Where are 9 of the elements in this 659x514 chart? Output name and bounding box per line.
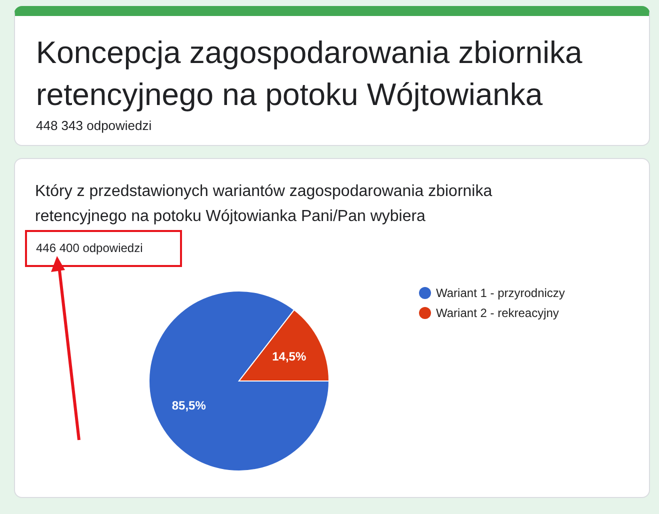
chart-title: Koncepcja zagospodarowania zbiornika retencyjnego na potoku Wójtowianka bbox=[36, 34, 584, 114]
data-label: 14,5% bbox=[272, 349, 306, 364]
legend-label: Wariant 2 - rekreacyjny bbox=[436, 306, 559, 320]
pie-slice bbox=[148, 290, 330, 472]
text: 446 400 odpowiedzi bbox=[36, 241, 143, 255]
data-label: 85,5% bbox=[172, 398, 206, 413]
text: 448 343 odpowiedzi bbox=[36, 118, 152, 133]
chart-subtitle: Który z przedstawionych wariantów zagospodarowania zbiornika retencyjnego na potoku Wójtowianka Pani/Pan wybiera bbox=[35, 182, 494, 227]
legend-label: Wariant 1 - przyrodniczy bbox=[436, 286, 565, 300]
